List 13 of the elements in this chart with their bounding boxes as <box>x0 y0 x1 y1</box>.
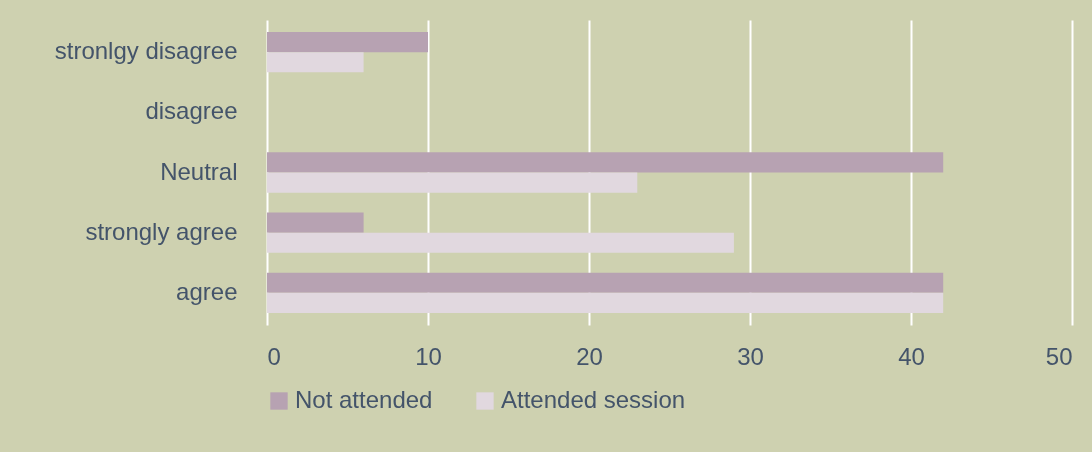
x-tick-label: 0 <box>267 342 281 370</box>
x-tick-label: 30 <box>737 342 764 370</box>
y-tick-label: disagree <box>145 97 238 125</box>
x-tick-label: 50 <box>1045 342 1073 370</box>
legend-label: Attended session <box>501 386 686 413</box>
x-tick-label: 10 <box>415 342 442 370</box>
y-tick-label: stronlgy disagree <box>54 37 238 65</box>
y-tick-label: strongly agree <box>85 217 238 245</box>
y-tick-label: Neutral <box>160 157 238 185</box>
x-tick-label: 40 <box>898 342 925 370</box>
legend-label: Not attended <box>295 386 433 413</box>
x-tick-label: 20 <box>576 342 603 370</box>
y-tick-label: agree <box>176 277 238 305</box>
